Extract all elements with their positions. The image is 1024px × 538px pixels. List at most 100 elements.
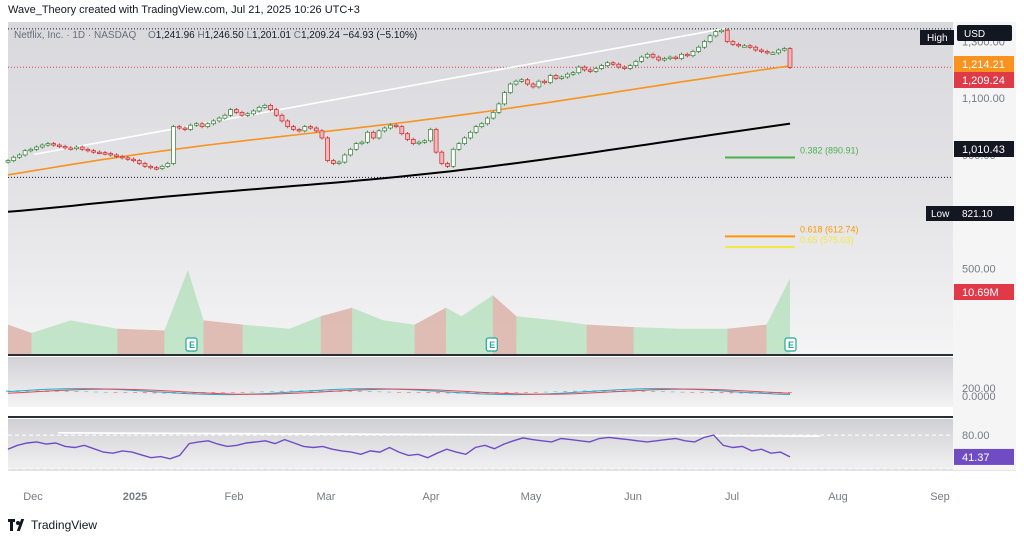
macd-histogram-bar (54, 390, 59, 392)
time-tick-label: Dec (23, 491, 43, 503)
currency-box[interactable]: USD (957, 25, 1012, 41)
macd-histogram-bar (230, 392, 235, 393)
candle-body (365, 131, 370, 143)
legend-ohlc-key: C (294, 30, 301, 41)
candle-body (422, 140, 428, 143)
candle-body (108, 153, 114, 156)
candle-body (22, 150, 28, 156)
candle-body (416, 141, 422, 145)
candle-body (74, 146, 79, 150)
candle-body (91, 150, 96, 153)
candle-body (405, 133, 410, 140)
time-tick-label: Aug (828, 491, 848, 503)
candle-body (553, 75, 559, 79)
legend-ohlc-value: 1,209.24 (301, 30, 343, 41)
price-chart[interactable]: 0.382 (890.91) 0.618 (612.74)0.65 (575.03… (0, 22, 1024, 510)
volume-down-segment (8, 324, 32, 354)
candle-body (776, 49, 781, 54)
rsi-label-text: 41.37 (962, 452, 990, 464)
candle-body (781, 48, 787, 51)
candle-body (296, 129, 302, 132)
candle-body (302, 126, 308, 132)
macd-histogram-bar (641, 390, 646, 392)
candle-body (496, 103, 502, 113)
macd-histogram-bar (387, 391, 392, 393)
candle-body (313, 127, 319, 132)
candle-body (724, 29, 730, 42)
candle-body (759, 49, 764, 52)
volume-down-segment (117, 328, 165, 354)
candle-body (787, 48, 793, 68)
candle-body (245, 113, 251, 116)
legend-symbol: Netflix, Inc. · 1D · NASDAQ (14, 30, 136, 41)
price-label-text: 1,214.21 (962, 59, 1005, 71)
macd-histogram-bar (504, 392, 509, 394)
candle-body (211, 120, 216, 125)
macd-histogram-bar (563, 390, 568, 392)
macd-histogram-bar (660, 391, 665, 392)
time-tick-label: Feb (225, 491, 244, 503)
candle-body (96, 151, 102, 154)
rsi-line (7, 434, 791, 460)
macd-histogram-bar (426, 392, 431, 394)
candle-body (764, 51, 770, 54)
legend-ohlc-value: 1,241.96 (156, 30, 198, 41)
candle-body (279, 114, 285, 122)
legend-ohlc-key: O (148, 30, 156, 41)
price-label-text: 10.69M (962, 287, 999, 299)
candle-body (525, 79, 530, 85)
time-tick-label: Jul (725, 491, 739, 503)
candle-body (119, 156, 125, 159)
tradingview-brand[interactable]: TradingView (8, 518, 97, 532)
macd-histogram-bar (533, 392, 538, 393)
macd-histogram-bar (250, 391, 255, 393)
earnings-marker-label: E (189, 340, 195, 350)
candle-body (445, 163, 450, 167)
macd-histogram-bar (318, 390, 323, 392)
candle-body (490, 112, 496, 119)
candle-body (530, 83, 536, 88)
price-label-box (954, 56, 1014, 72)
candle-body (228, 109, 233, 116)
price-tick-label: 1,100.00 (962, 93, 1005, 105)
candle-body (639, 56, 644, 62)
rsi-trendline (57, 432, 821, 438)
candle-body (479, 123, 485, 127)
candle-body (485, 117, 490, 125)
candle-body (622, 66, 627, 69)
candle-body (730, 41, 736, 45)
candle-body (650, 53, 656, 58)
candle-body (251, 110, 256, 115)
macd-histogram-bar (602, 390, 607, 392)
candle-body (348, 148, 353, 156)
legend-ohlc-key: H (198, 30, 205, 41)
candle-body (142, 163, 148, 167)
macd-histogram-bar (612, 390, 617, 392)
candle-body (319, 130, 325, 139)
price-axis-bg (953, 22, 1016, 470)
candle-body (513, 80, 519, 85)
candle-body (747, 45, 753, 48)
earnings-marker-label: E (489, 340, 495, 350)
candle-body (45, 143, 51, 146)
volume-down-segment (586, 324, 634, 354)
time-tick-label: Apr (422, 491, 439, 503)
high-marker: High (920, 30, 954, 45)
macd-histogram-bar (690, 392, 695, 393)
candle-body (662, 58, 667, 61)
candle-body (410, 139, 416, 144)
candle-body (262, 104, 268, 108)
macd-histogram-bar (406, 392, 411, 393)
candle-body (456, 143, 462, 150)
candle-body (536, 80, 542, 88)
candle-body (547, 75, 553, 83)
macd-histogram-bar (719, 392, 724, 394)
main-pane-bg (8, 22, 953, 354)
ema50-line (7, 65, 791, 176)
candle-body (359, 141, 365, 145)
legend-ohlc-key: L (246, 30, 252, 41)
macd-histogram-bar (445, 392, 450, 394)
candle-body (673, 56, 679, 59)
candle-body (222, 114, 228, 119)
macd-histogram-bar (367, 391, 372, 392)
